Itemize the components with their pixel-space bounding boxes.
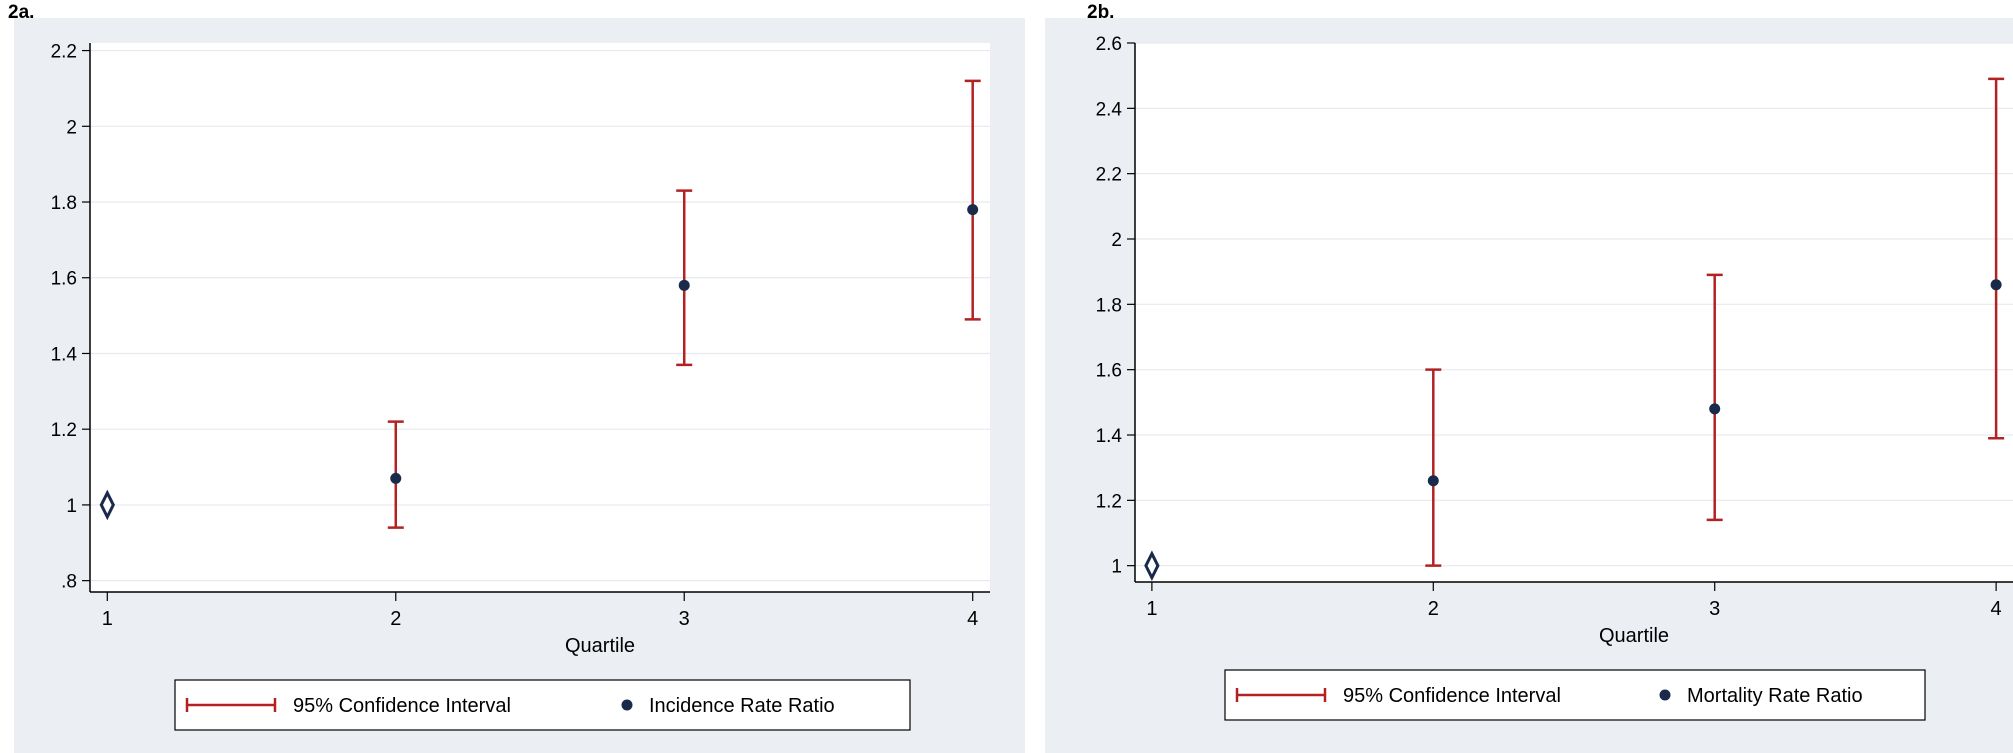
reference-diamond [99,489,115,521]
x-tick-label: 2 [1428,598,1439,620]
rate-ratio-point [1709,403,1721,415]
y-tick-label: .8 [61,572,77,593]
x-tick-label: 4 [1991,598,2002,620]
legend-ci-label: 95% Confidence Interval [1343,685,1561,707]
y-tick-label: 1 [66,496,77,517]
rate-ratio-point [390,472,402,484]
y-tick-label: 1.6 [51,269,77,290]
chart-panel-2b: 2b. 1 1.2 1.4 1.6 1.8 2 2.2 2.4 2.6 1 2 3 4 Quartile 9… [1045,0,2013,753]
x-tick-label: 3 [679,608,690,630]
reference-diamond [1144,550,1160,582]
y-tick-label: 2 [1111,230,1122,251]
legend-ci-label: 95% Confidence Interval [293,695,511,717]
y-tick-label: 1.2 [1096,491,1122,512]
x-tick-label: 4 [967,608,978,630]
x-tick-label: 1 [1146,598,1157,620]
legend-box [174,679,911,731]
legend-box [1224,669,1926,721]
plot-area [1135,43,2013,582]
y-tick-label: 1.4 [51,344,78,365]
y-tick-label: 1.6 [1096,361,1122,382]
y-tick-label: 1 [1111,557,1122,578]
rate-ratio-point [967,204,979,216]
plot-area [90,43,990,592]
x-axis-title: Quartile [565,635,635,657]
chart-2b: 1 1.2 1.4 1.6 1.8 2 2.2 2.4 2.6 1 2 3 4 Quartile 95% C… [1045,18,2013,753]
legend-point-marker [1659,689,1671,701]
chart-2a: .8 1 1.2 1.4 1.6 1.8 2 2.2 1 2 3 4 Quartile 95% Confi… [14,18,1025,753]
chart-panel-2a: 2a. .8 1 1.2 1.4 1.6 1.8 2 2.2 1 2 3 4 Quartile 95% C… [8,2,1025,753]
y-tick-label: 2.2 [1096,165,1122,186]
legend-point-marker [621,699,633,711]
x-tick-label: 3 [1709,598,1720,620]
y-tick-label: 2.2 [51,42,77,63]
x-axis-title: Quartile [1599,625,1669,647]
y-tick-label: 1.8 [1096,295,1122,316]
y-tick-label: 1.2 [51,420,77,441]
y-tick-label: 1.4 [1096,426,1123,447]
rate-ratio-point [1990,279,2002,291]
panel-label: 2b. [1087,2,1115,23]
y-tick-label: 2 [66,117,77,138]
rate-ratio-point [678,279,690,291]
y-tick-label: 1.8 [51,193,77,214]
legend-point-label: Mortality Rate Ratio [1687,685,1863,707]
legend-point-label: Incidence Rate Ratio [649,695,835,717]
y-tick-label: 2.4 [1096,99,1123,120]
y-tick-label: 2.6 [1096,34,1122,55]
rate-ratio-point [1427,475,1439,487]
x-tick-label: 2 [390,608,401,630]
x-tick-label: 1 [102,608,113,630]
panel-label: 2a. [8,2,35,23]
